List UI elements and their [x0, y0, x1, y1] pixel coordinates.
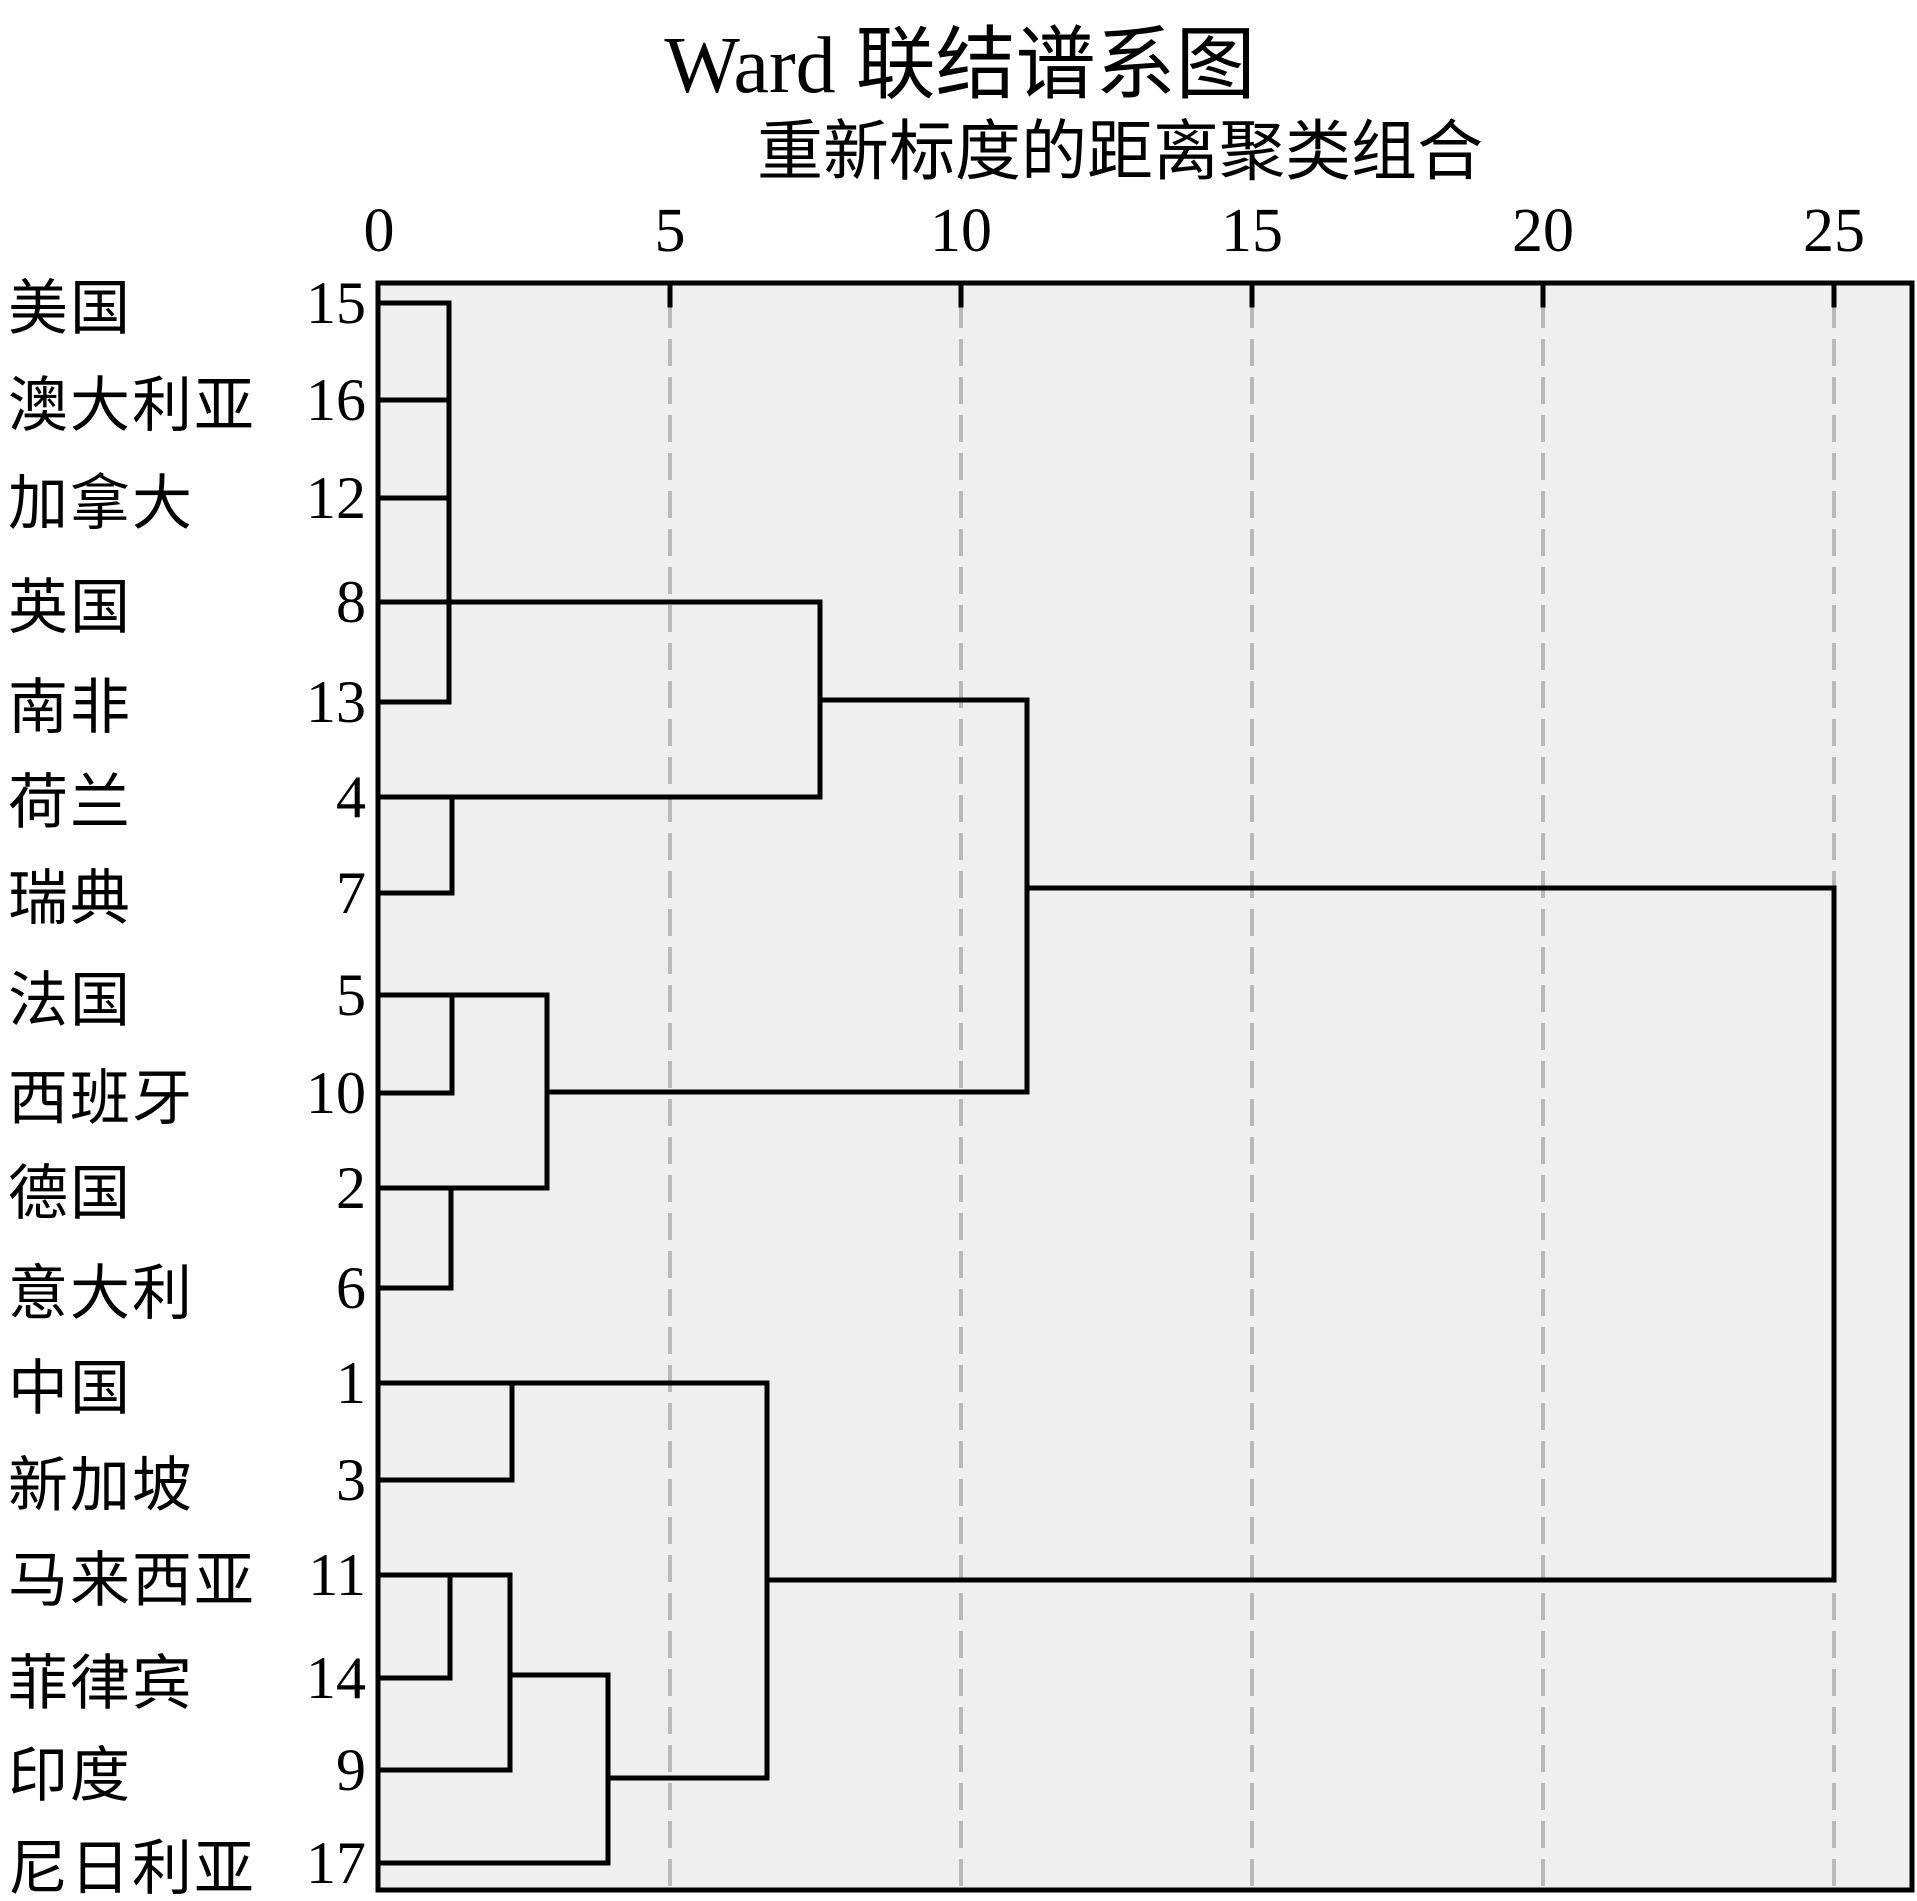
- x-axis-label-0: 0: [363, 197, 395, 265]
- leaf-row: 西班牙 10: [8, 1054, 366, 1132]
- leaf-label: 英国: [8, 574, 132, 641]
- leaf-case-number: 3: [336, 1446, 366, 1513]
- leaf-label: 菲律宾: [8, 1650, 194, 1717]
- leaf-case-number: 7: [336, 859, 366, 926]
- chart-subtitle: 重新标度的距离聚类组合: [757, 116, 1483, 189]
- leaf-row: 瑞典 7: [8, 854, 366, 932]
- leaf-label: 新加坡: [8, 1452, 194, 1519]
- leaf-case-number: 11: [308, 1541, 366, 1608]
- leaf-label: 意大利: [8, 1260, 194, 1327]
- leaf-case-number: 1: [336, 1349, 366, 1416]
- plot-frame: [375, 280, 1915, 1893]
- leaf-case-number: 6: [336, 1254, 366, 1321]
- chart-title: Ward 联结谱系图: [664, 22, 1256, 110]
- leaf-row: 法国 5: [8, 956, 366, 1034]
- x-axis-label-25: 25: [1803, 197, 1865, 265]
- leaf-case-number: 17: [306, 1829, 366, 1896]
- leaf-row: 英国 8: [8, 563, 366, 641]
- leaf-row: 菲律宾 14: [8, 1639, 366, 1717]
- leaf-row: 澳大利亚 16: [8, 361, 366, 439]
- leaf-label: 马来西亚: [8, 1547, 256, 1614]
- leaf-label: 荷兰: [8, 769, 132, 836]
- x-axis-label-5: 5: [654, 197, 686, 265]
- leaf-label: 南非: [8, 674, 132, 741]
- leaf-row: 加拿大 12: [8, 459, 366, 537]
- leaf-label: 瑞典: [8, 865, 132, 932]
- leaf-label: 尼日利亚: [8, 1835, 256, 1901]
- x-axis-label-20: 20: [1512, 197, 1574, 265]
- leaf-row: 新加坡 3: [8, 1441, 366, 1519]
- leaf-label: 法国: [8, 967, 132, 1034]
- leaf-case-number: 8: [336, 568, 366, 635]
- leaf-row: 中国 1: [8, 1344, 366, 1422]
- leaf-case-number: 12: [306, 464, 366, 531]
- leaf-label: 澳大利亚: [8, 372, 256, 439]
- x-axis-label-15: 15: [1221, 197, 1283, 265]
- leaf-case-number: 15: [306, 269, 366, 336]
- leaf-row: 荷兰 4: [8, 758, 366, 836]
- leaf-label: 中国: [8, 1355, 132, 1422]
- leaf-case-number: 16: [306, 366, 366, 433]
- leaf-row: 美国 15: [8, 264, 366, 342]
- leaf-row: 南非 13: [8, 663, 366, 741]
- leaf-row: 意大利 6: [8, 1249, 366, 1327]
- leaf-label: 印度: [8, 1742, 132, 1809]
- leaf-case-number: 5: [336, 961, 366, 1028]
- leaf-label: 西班牙: [8, 1065, 194, 1132]
- leaf-row: 尼日利亚 17: [8, 1824, 366, 1901]
- leaf-label: 美国: [8, 275, 132, 342]
- leaf-label: 加拿大: [8, 470, 194, 537]
- leaf-case-number: 2: [336, 1154, 366, 1221]
- leaf-case-number: 10: [306, 1059, 366, 1126]
- leaf-row: 印度 9: [8, 1731, 366, 1809]
- leaf-row: 马来西亚 11: [8, 1536, 366, 1614]
- leaf-case-number: 4: [336, 763, 366, 830]
- leaf-row: 德国 2: [8, 1149, 366, 1227]
- leaf-case-number: 14: [306, 1644, 366, 1711]
- leaf-case-number: 13: [306, 668, 366, 735]
- leaf-label: 德国: [8, 1160, 132, 1227]
- x-axis-label-10: 10: [930, 197, 992, 265]
- leaf-case-number: 9: [336, 1736, 366, 1803]
